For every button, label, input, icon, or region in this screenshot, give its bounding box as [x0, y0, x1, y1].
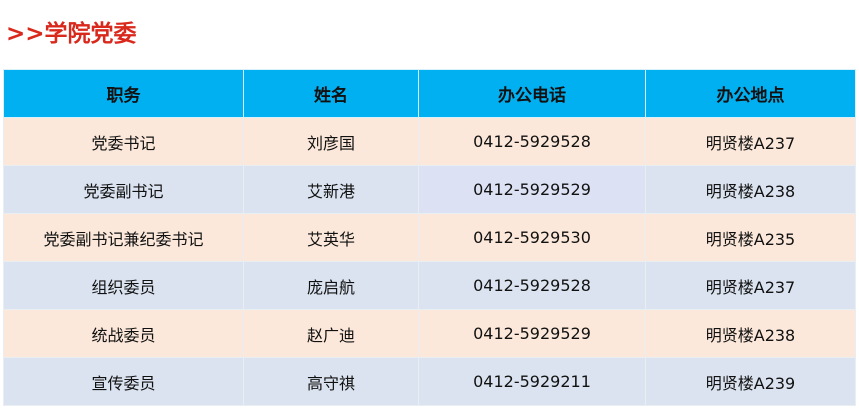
- office-cell: 明贤楼A237: [645, 261, 856, 310]
- header-office: 办公地点: [645, 69, 856, 118]
- header-phone: 办公电话: [418, 69, 646, 118]
- phone-cell: 0412-5929528: [418, 117, 646, 166]
- phone-cell: 0412-5929529: [418, 165, 646, 214]
- office-cell: 明贤楼A235: [645, 213, 856, 262]
- name-cell: 艾新港: [243, 165, 419, 214]
- header-position: 职务: [3, 69, 244, 118]
- position-cell: 宣传委员: [3, 357, 244, 406]
- name-cell: 高守祺: [243, 357, 419, 406]
- name-cell: 庞启航: [243, 261, 419, 310]
- phone-cell: 0412-5929211: [418, 357, 646, 406]
- office-cell: 明贤楼A238: [645, 309, 856, 358]
- office-cell: 明贤楼A237: [645, 117, 856, 166]
- header-row: 职务 姓名 办公电话 办公地点: [3, 69, 856, 118]
- name-cell: 艾英华: [243, 213, 419, 262]
- phone-cell: 0412-5929530: [418, 213, 646, 262]
- committee-table: 职务 姓名 办公电话 办公地点 党委书记 刘彦国 0412-5929528 明贤楼A2…: [3, 69, 856, 406]
- name-cell: 刘彦国: [243, 117, 419, 166]
- position-cell: 党委副书记: [3, 165, 244, 214]
- office-cell: 明贤楼A238: [645, 165, 856, 214]
- position-cell: 统战委员: [3, 309, 244, 358]
- table-row: 党委书记 刘彦国 0412-5929528 明贤楼A237: [3, 117, 856, 166]
- section-title: >>学院党委: [6, 21, 137, 47]
- phone-cell: 0412-5929529: [418, 309, 646, 358]
- table-row: 统战委员 赵广迪 0412-5929529 明贤楼A238: [3, 309, 856, 358]
- table-row: 宣传委员 高守祺 0412-5929211 明贤楼A239: [3, 357, 856, 406]
- position-cell: 党委书记: [3, 117, 244, 166]
- header-name: 姓名: [243, 69, 419, 118]
- table-row: 组织委员 庞启航 0412-5929528 明贤楼A237: [3, 261, 856, 310]
- position-cell: 组织委员: [3, 261, 244, 310]
- name-cell: 赵广迪: [243, 309, 419, 358]
- position-cell: 党委副书记兼纪委书记: [3, 213, 244, 262]
- table-row: 党委副书记兼纪委书记 艾英华 0412-5929530 明贤楼A235: [3, 213, 856, 262]
- table-row: 党委副书记 艾新港 0412-5929529 明贤楼A238: [3, 165, 856, 214]
- phone-cell: 0412-5929528: [418, 261, 646, 310]
- office-cell: 明贤楼A239: [645, 357, 856, 406]
